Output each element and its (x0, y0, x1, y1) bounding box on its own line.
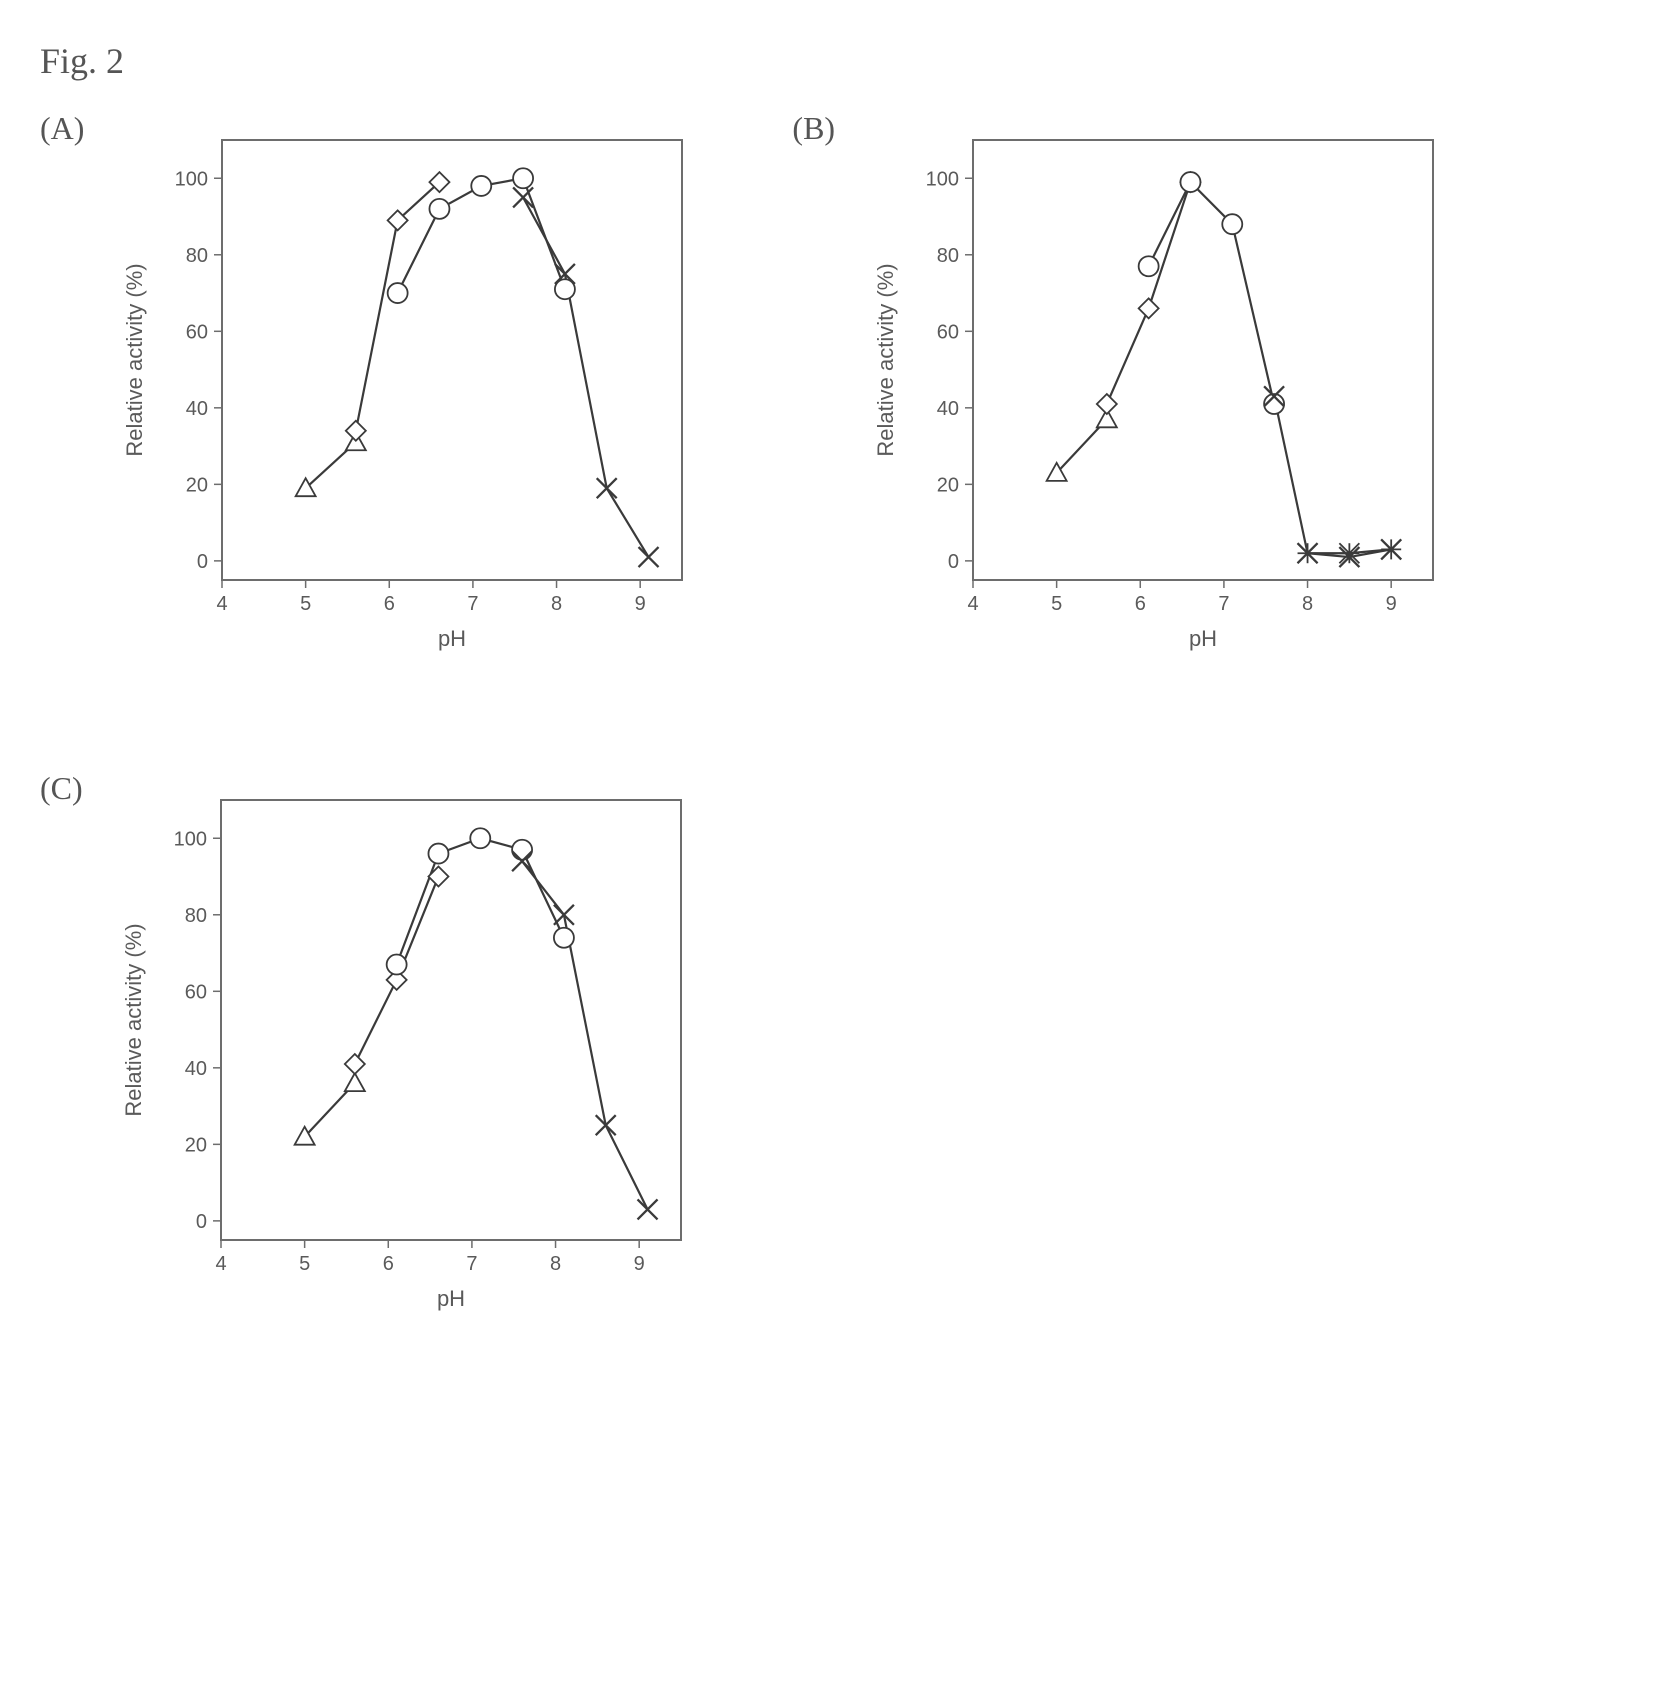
chart-b: 0 20 40 60 80 100 4 5 6 7 8 9 Relative activity (%) p… (843, 110, 1483, 690)
svg-text:pH: pH (438, 626, 466, 651)
svg-text:40: 40 (184, 1058, 206, 1080)
svg-text:80: 80 (937, 245, 959, 267)
svg-text:5: 5 (1051, 593, 1062, 615)
svg-text:60: 60 (186, 321, 208, 343)
svg-text:5: 5 (300, 593, 311, 615)
figure-label: Fig. 2 (40, 40, 1631, 82)
row-1: (A) 020406080100456789Relative activity … (40, 110, 1631, 690)
svg-text:20: 20 (937, 474, 959, 496)
svg-text:0: 0 (948, 551, 959, 573)
svg-text:80: 80 (186, 245, 208, 267)
svg-text:20: 20 (184, 1134, 206, 1156)
panel-tag-a: (A) (40, 110, 84, 147)
svg-text:Relative activity (%): Relative activity (%) (873, 263, 898, 456)
svg-text:0: 0 (196, 1211, 207, 1233)
svg-text:8: 8 (551, 593, 562, 615)
panel-tag-b: (B) (792, 110, 835, 147)
svg-text:40: 40 (937, 398, 959, 420)
chart-a: 0 20 40 60 80 100 4 5 6 7 8 9 Relative activity (%) p… (92, 110, 732, 690)
panel-tag-c: (C) (40, 770, 83, 807)
svg-text:6: 6 (384, 593, 395, 615)
svg-text:Relative activity (%): Relative activity (%) (122, 263, 147, 456)
svg-text:100: 100 (173, 828, 206, 850)
svg-text:8: 8 (1302, 593, 1313, 615)
svg-text:4: 4 (215, 1253, 226, 1275)
panel-c: (C) 0 20 40 60 80 100 4 5 6 7 8 9 Relative activity … (40, 770, 731, 1350)
svg-text:60: 60 (937, 321, 959, 343)
svg-text:9: 9 (635, 593, 646, 615)
svg-text:100: 100 (175, 168, 208, 190)
chart-c: 0 20 40 60 80 100 4 5 6 7 8 9 Relative activity (%) p… (91, 770, 731, 1350)
panel-b: (B) 0 20 40 60 80 100 4 5 6 7 8 9 Relative activity … (792, 110, 1483, 690)
svg-text:Relative activity (%): Relative activity (%) (121, 923, 146, 1116)
svg-text:4: 4 (968, 593, 979, 615)
svg-text:5: 5 (299, 1253, 310, 1275)
svg-text:100: 100 (926, 168, 959, 190)
svg-text:4: 4 (217, 593, 228, 615)
svg-text:9: 9 (633, 1253, 644, 1275)
chart-b-wrap: 0 20 40 60 80 100 4 5 6 7 8 9 Relative activity (%) p… (843, 110, 1483, 690)
svg-text:40: 40 (186, 398, 208, 420)
svg-text:9: 9 (1386, 593, 1397, 615)
svg-text:6: 6 (382, 1253, 393, 1275)
figure-page: Fig. 2 (A) 020406080100456789Relative ac… (40, 40, 1631, 1350)
svg-text:7: 7 (466, 1253, 477, 1275)
svg-text:8: 8 (550, 1253, 561, 1275)
svg-text:pH: pH (1189, 626, 1217, 651)
svg-text:7: 7 (468, 593, 479, 615)
svg-text:6: 6 (1135, 593, 1146, 615)
svg-text:80: 80 (184, 905, 206, 927)
chart-a-wrap: 0 20 40 60 80 100 4 5 6 7 8 9 Relative activity (%) p… (92, 110, 732, 690)
svg-text:7: 7 (1218, 593, 1229, 615)
row-2: (C) 0 20 40 60 80 100 4 5 6 7 8 9 Relative activity … (40, 770, 1631, 1350)
panel-a: (A) 0 20 40 60 80 100 4 5 6 7 8 9 Relative activity … (40, 110, 732, 690)
svg-text:20: 20 (186, 474, 208, 496)
chart-c-wrap: 0 20 40 60 80 100 4 5 6 7 8 9 Relative activity (%) p… (91, 770, 731, 1350)
svg-text:0: 0 (197, 551, 208, 573)
svg-text:pH: pH (437, 1286, 465, 1311)
svg-text:60: 60 (184, 981, 206, 1003)
